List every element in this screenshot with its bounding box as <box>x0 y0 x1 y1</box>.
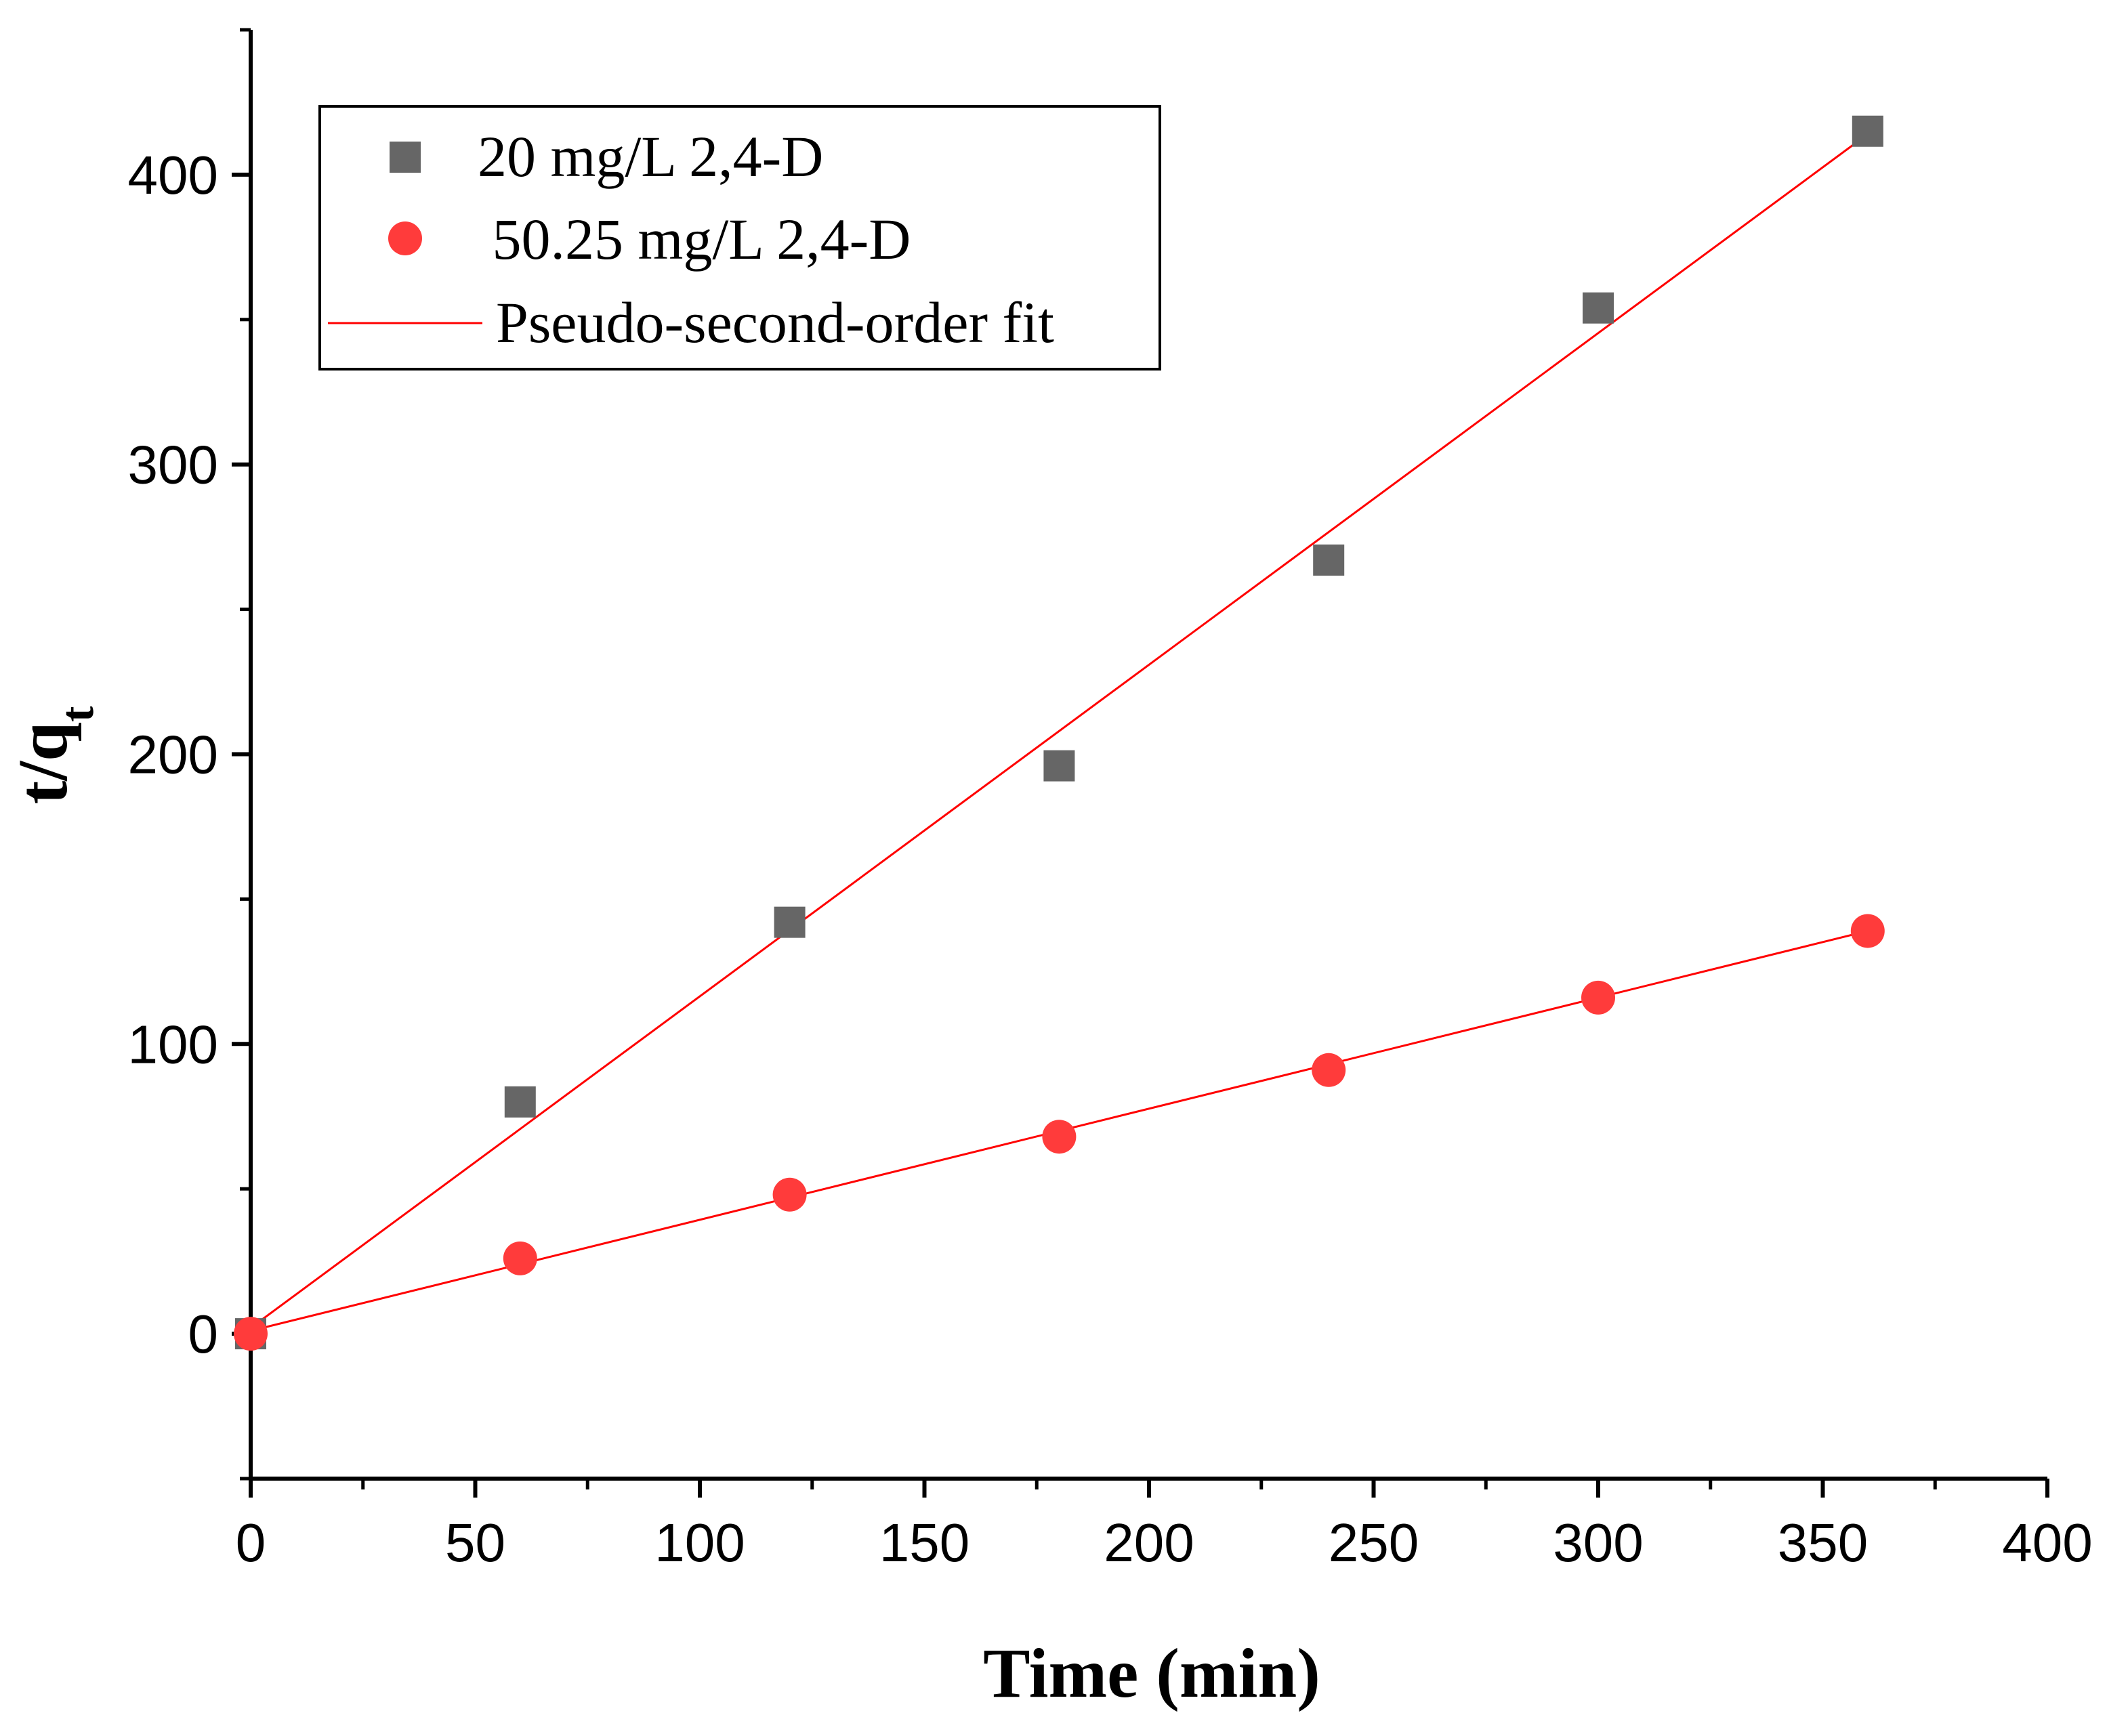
fit-line-1 <box>250 133 1869 1329</box>
y-tick-label: 200 <box>128 725 218 785</box>
data-point-circle <box>1850 914 1885 948</box>
data-point-square <box>504 1086 536 1118</box>
y-tick-label: 400 <box>128 145 218 205</box>
legend: 20 mg/L 2,4-D 50.25 mg/L 2,4-D Pseudo-se… <box>318 105 1161 371</box>
legend-box <box>318 105 1161 371</box>
x-tick-label: 200 <box>1104 1512 1194 1573</box>
data-point-square <box>1313 544 1345 576</box>
data-point-square <box>1583 292 1614 324</box>
data-point-circle <box>1042 1120 1077 1154</box>
x-tick-label: 400 <box>2002 1512 2092 1573</box>
data-point-circle <box>1312 1053 1346 1087</box>
legend-symbol-circle <box>388 221 422 255</box>
data-markers <box>234 115 1885 1351</box>
legend-label-50mgl: 50.25 mg/L 2,4-D <box>478 207 911 272</box>
y-axis-title-subscript: t <box>51 706 104 722</box>
x-tick-label: 100 <box>654 1512 745 1573</box>
data-point-square <box>774 906 806 938</box>
x-tick-label: 50 <box>445 1512 505 1573</box>
legend-label-fit: Pseudo-second-order fit <box>496 290 1054 355</box>
y-tick-label: 300 <box>128 435 218 495</box>
data-point-square <box>1852 115 1883 147</box>
y-axis-title: t/qt <box>4 706 104 805</box>
data-point-circle <box>503 1241 537 1275</box>
x-tick-label: 300 <box>1553 1512 1643 1573</box>
legend-label-20mgl: 20 mg/L 2,4-D <box>478 124 823 189</box>
x-tick-label: 250 <box>1329 1512 1419 1573</box>
data-point-circle <box>772 1177 807 1212</box>
data-point-circle <box>1581 980 1615 1015</box>
y-tick-label: 0 <box>188 1304 219 1364</box>
y-axis-title-main: t/q <box>4 722 82 804</box>
x-tick-label: 350 <box>1778 1512 1868 1573</box>
y-tick-label: 100 <box>128 1014 218 1074</box>
axes: 0 50 100 150 200 250 300 350 400 0 100 200 300 400 <box>128 28 2093 1573</box>
x-tick-label: 0 <box>236 1512 266 1573</box>
x-tick-label: 150 <box>879 1512 969 1573</box>
x-axis-title: Time (min) <box>983 1634 1320 1712</box>
data-point-circle <box>234 1317 268 1351</box>
data-point-square <box>1043 750 1075 782</box>
legend-symbol-square <box>390 142 421 173</box>
